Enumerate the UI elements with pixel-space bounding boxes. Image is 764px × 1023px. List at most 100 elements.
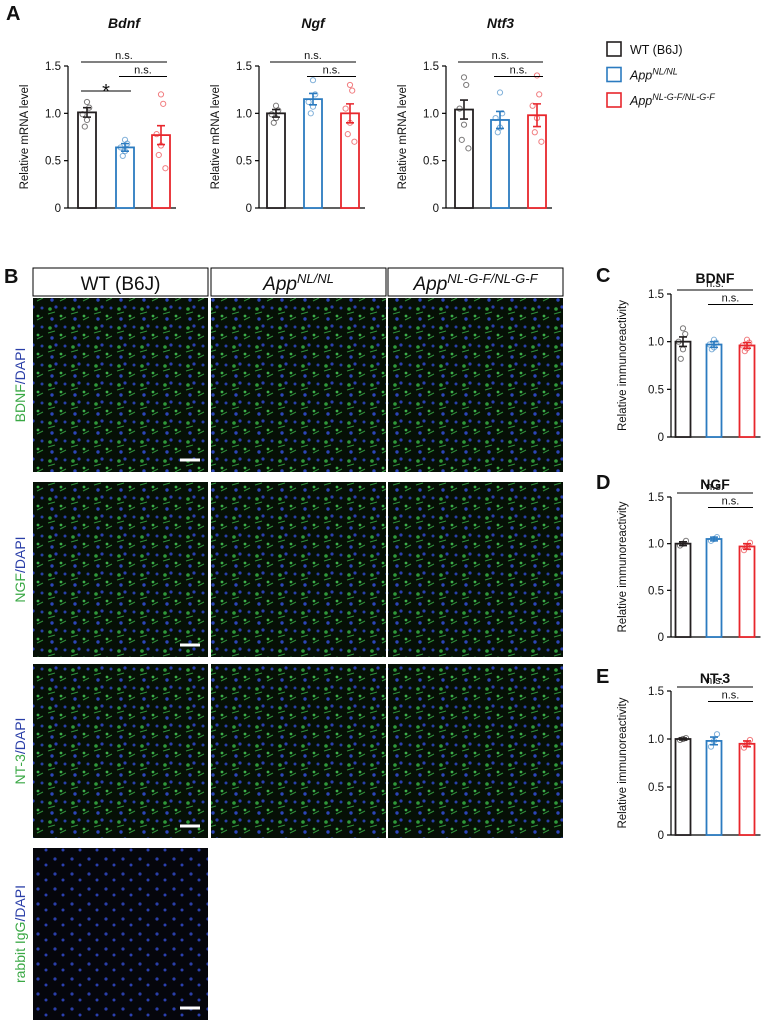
data-point [538,138,545,145]
y-tick-label: 0.5 [423,156,439,168]
data-point [83,98,91,106]
legend-swatch [606,92,622,108]
bar [738,742,756,836]
y-tick-label: 0.5 [45,156,61,168]
row-label-counterstain: /DAPI [12,348,28,385]
data-point [707,537,715,544]
micrograph [211,664,386,838]
column-header-box [387,267,564,297]
data-point [268,111,275,118]
data-point [309,77,317,84]
significance-label: n.s. [323,65,341,77]
y-axis-label: Relative immunoreactivity [617,697,629,828]
data-point [676,542,684,549]
data-point [155,151,162,159]
panel-label: A [6,3,20,25]
data-point [349,87,356,94]
data-point [312,91,319,98]
panel-label: C [596,265,610,287]
data-point [682,330,689,338]
row-label-marker: rabbit IgG [12,922,28,983]
row-label: NT-3/DAPI [12,718,28,785]
significance-label: n.s. [304,50,322,62]
significance-label: n.s. [510,65,528,77]
column-header-superscript: NL-G-F/NL-G-F [447,271,538,286]
y-tick-label: 0.5 [648,782,664,794]
data-point [710,737,718,745]
data-point [713,731,721,738]
micrograph [33,848,208,1020]
data-point [117,144,124,151]
data-point [743,740,751,747]
data-point [740,547,748,554]
y-tick-label: 1.0 [648,539,664,551]
y-tick-label: 0 [658,632,664,644]
significance-label: n.s. [706,278,724,290]
y-tick-label: 0 [55,203,61,215]
bar [674,738,692,836]
panel-label: D [596,472,610,494]
column-header-text: App [412,274,447,295]
data-point [270,119,277,126]
significance-label: n.s. [706,481,724,493]
legend-label: WT (B6J) [630,43,683,57]
data-point [79,111,86,118]
bar [454,108,474,209]
column-header-box [32,267,209,297]
column-header: WT (B6J) [81,274,161,295]
y-tick-label: 0 [658,432,664,444]
data-point [305,98,312,106]
chart-title: Bdnf [108,15,141,31]
data-point [741,348,748,355]
legend-label: AppNL/NL [629,67,678,83]
column-header: AppNL/NL [262,271,334,295]
row-label-counterstain: /DAPI [12,885,28,922]
data-point [746,736,754,744]
bar [266,112,286,209]
row-label: BDNF/DAPI [12,348,28,423]
data-point [351,138,358,145]
data-point [496,89,504,96]
y-tick-label: 0.5 [648,384,664,396]
y-axis-label: Relative mRNA level [397,85,409,190]
data-point [682,734,690,742]
significance-label: * [102,81,110,103]
chart-title: NT-3 [700,670,731,686]
data-point [309,103,317,110]
data-point [676,736,684,744]
chart-title: Ntf3 [487,15,514,31]
legend-superscript: NL-G-F/NL-G-F [652,92,715,102]
data-point [124,140,131,147]
legend-text: WT (B6J) [630,43,683,57]
chart-title: Ngf [301,15,326,31]
y-tick-label: 1.5 [423,61,439,73]
y-tick-label: 0.5 [236,156,252,168]
data-point [162,165,169,172]
bar [705,538,723,638]
data-point [529,102,536,109]
legend-label: AppNL-G-F/NL-G-F [629,92,715,108]
data-point [740,744,748,751]
data-point [460,121,468,128]
data-point [157,142,165,149]
significance-label: n.s. [134,65,152,77]
row-label: rabbit IgG/DAPI [12,885,28,983]
y-axis-label: Relative immunoreactivity [617,501,629,632]
y-tick-label: 1.0 [648,337,664,349]
bar [151,134,171,209]
chart-title: BDNF [696,270,735,286]
significance-label: n.s. [722,293,740,305]
bar [340,112,360,209]
micrograph [211,482,386,657]
y-tick-label: 1.0 [45,108,61,120]
legend-superscript: NL/NL [652,67,678,77]
data-point [677,355,684,362]
micrograph [33,482,208,657]
bar [527,114,547,209]
bar [674,340,692,438]
error-bar [460,99,468,120]
data-point [463,81,470,89]
legend-text: App [629,94,652,108]
data-point [456,105,463,112]
y-tick-label: 0 [658,830,664,842]
